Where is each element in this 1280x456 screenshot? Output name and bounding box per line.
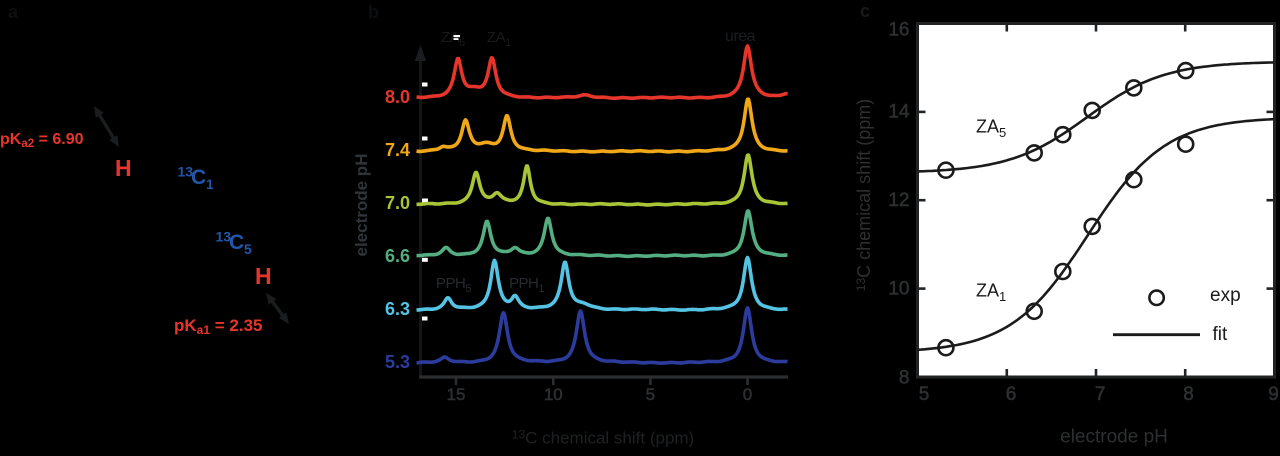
svg-text:PPH5: PPH5 — [436, 275, 471, 295]
svg-text:c: c — [860, 1, 870, 21]
svg-text:16: 16 — [888, 19, 909, 40]
svg-text:pKa2 = 6.90: pKa2 = 6.90 — [0, 131, 84, 150]
svg-text:electrode pH: electrode pH — [1060, 427, 1168, 448]
svg-text:13: 13 — [216, 229, 232, 245]
svg-text:10: 10 — [544, 385, 563, 404]
svg-text:7: 7 — [1095, 384, 1106, 405]
svg-text:fit: fit — [1213, 324, 1229, 345]
svg-text:13C chemical shift (ppm): 13C chemical shift (ppm) — [512, 428, 694, 448]
svg-text:C: C — [229, 231, 244, 254]
svg-text:13: 13 — [178, 164, 194, 180]
svg-text:8.0: 8.0 — [385, 87, 410, 107]
svg-text:5: 5 — [646, 385, 655, 404]
svg-text:C: C — [191, 166, 206, 189]
svg-text:0: 0 — [743, 385, 752, 404]
svg-text:15: 15 — [447, 385, 466, 404]
svg-text:13C chemical shift (ppm): 13C chemical shift (ppm) — [854, 99, 874, 291]
svg-text:5.3: 5.3 — [385, 352, 410, 372]
svg-text:8: 8 — [1183, 384, 1194, 405]
svg-text:1: 1 — [206, 176, 214, 192]
svg-text:12: 12 — [888, 190, 909, 211]
svg-text:PPH1: PPH1 — [509, 275, 544, 295]
svg-text:pKa1 = 2.35: pKa1 = 2.35 — [174, 316, 263, 337]
svg-text:b: b — [368, 2, 379, 22]
svg-text:7.0: 7.0 — [385, 193, 410, 213]
svg-text:H: H — [115, 155, 132, 181]
svg-text:a: a — [8, 2, 19, 22]
svg-text:electrode pH: electrode pH — [352, 154, 371, 257]
svg-text:14: 14 — [888, 101, 910, 122]
svg-text:6.6: 6.6 — [385, 246, 410, 266]
svg-text:ZA5: ZA5 — [976, 117, 1006, 141]
svg-text:9: 9 — [1268, 384, 1279, 405]
svg-text:H: H — [255, 263, 272, 289]
svg-text:6.3: 6.3 — [385, 299, 410, 319]
svg-text:10: 10 — [888, 278, 909, 299]
svg-text:ZA1: ZA1 — [976, 281, 1006, 305]
svg-text:7.4: 7.4 — [385, 140, 410, 160]
svg-text:urea: urea — [725, 28, 756, 45]
svg-text:6: 6 — [1006, 384, 1017, 405]
svg-text:5: 5 — [244, 241, 252, 257]
svg-text:exp: exp — [1210, 285, 1241, 306]
svg-text:8: 8 — [899, 367, 910, 388]
svg-text:5: 5 — [919, 384, 930, 405]
